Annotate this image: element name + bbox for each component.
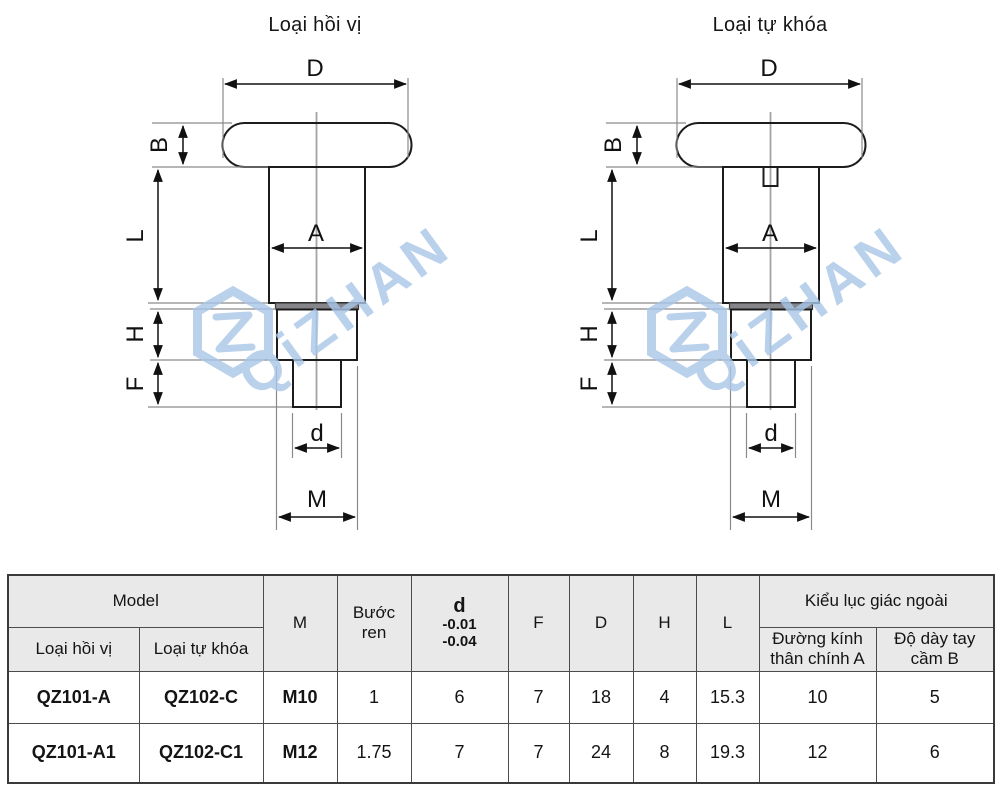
cell-return-model: QZ101-A1 [7, 722, 140, 784]
header-hex-body-dia-A: Đường kính thân chính A [758, 626, 877, 672]
self-lock-notch [762, 168, 779, 187]
header-handle-thickness-B: Độ dày tay cầm B [875, 626, 995, 672]
header-d-tol-upper: -0.01 [442, 616, 477, 634]
cell-f: 7 [507, 670, 570, 724]
plunger-drawing-return-type [122, 55, 463, 530]
header-d-title: d [453, 595, 466, 618]
cell-hex-b: 5 [875, 670, 995, 724]
technical-drawing-canvas: D B L A H F d M QiZHAN [0, 0, 1000, 562]
header-L: L [695, 574, 760, 672]
cell-m: M12 [262, 722, 338, 784]
header-F: F [507, 574, 570, 672]
table-row: QZ101-A QZ102-C M10 1 6 7 18 4 15.3 10 5 [7, 670, 995, 724]
cell-hex-a: 10 [758, 670, 877, 724]
cell-pitch: 1 [336, 670, 412, 724]
cell-d: 6 [410, 670, 509, 724]
cell-hex-a: 12 [758, 722, 877, 784]
cell-hex-b: 6 [875, 722, 995, 784]
cell-l: 19.3 [695, 722, 760, 784]
title-return-type: Loại hồi vị [268, 14, 362, 36]
header-thread-pitch: Bước ren [336, 574, 412, 672]
header-self-lock-type: Loại tự khóa [138, 626, 264, 672]
cell-m: M10 [262, 670, 338, 724]
header-H: H [632, 574, 697, 672]
cell-h: 4 [632, 670, 697, 724]
cell-h: 8 [632, 722, 697, 784]
header-model-group: Model [7, 574, 264, 628]
header-hex-group-label: Kiểu lục giác ngoài [804, 591, 948, 611]
spec-table: Model M Bước ren d -0.01 -0.04 F D H L K… [7, 574, 995, 784]
header-return-type: Loại hồi vị [7, 626, 140, 672]
table-row: QZ101-A1 QZ102-C1 M12 1.75 7 7 24 8 19.3… [7, 722, 995, 784]
header-M: M [262, 574, 338, 672]
cell-l: 15.3 [695, 670, 760, 724]
cell-D: 24 [568, 722, 634, 784]
header-hex-group: Kiểu lục giác ngoài [758, 574, 995, 628]
header-d-tolerance: d -0.01 -0.04 [410, 574, 509, 672]
cell-pitch: 1.75 [336, 722, 412, 784]
cell-f: 7 [507, 722, 570, 784]
cell-D: 18 [568, 670, 634, 724]
cell-lock-model: QZ102-C1 [138, 722, 264, 784]
header-D: D [568, 574, 634, 672]
cell-return-model: QZ101-A [7, 670, 140, 724]
cell-lock-model: QZ102-C [138, 670, 264, 724]
header-d-tol-lower: -0.04 [442, 633, 477, 651]
cell-d: 7 [410, 722, 509, 784]
title-self-lock-type: Loại tự khóa [712, 14, 828, 36]
plunger-drawing-self-lock-type [576, 55, 917, 530]
